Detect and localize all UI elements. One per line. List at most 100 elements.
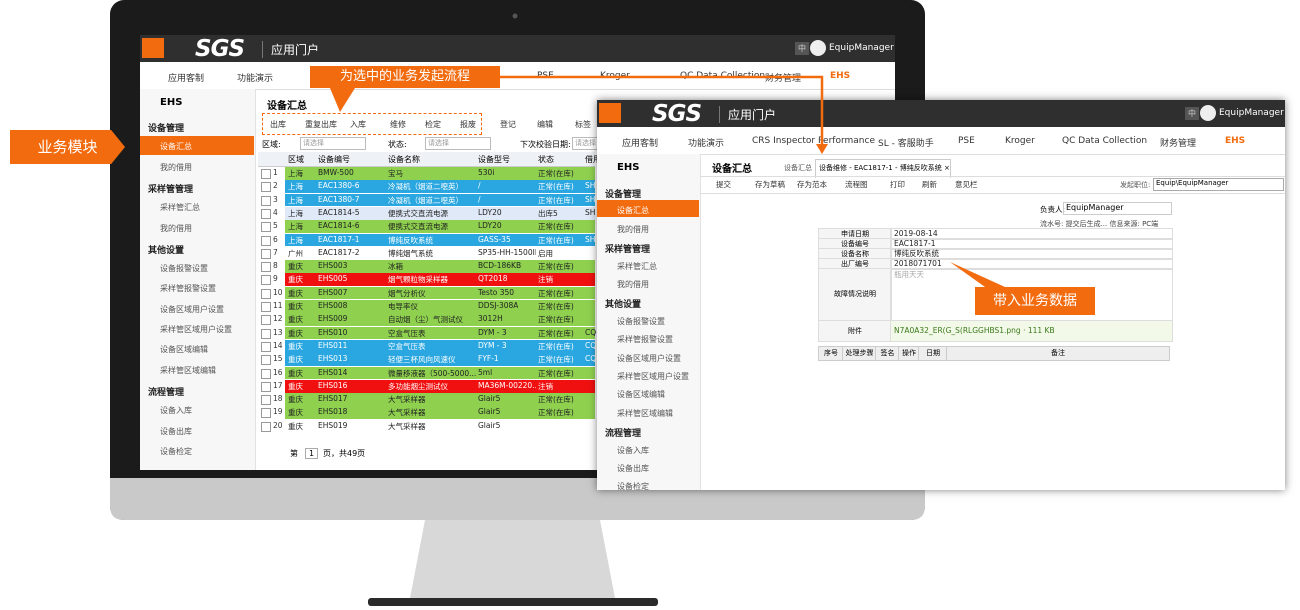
sidebar-item[interactable]: 采样管区域编辑 xyxy=(617,408,673,418)
column-header[interactable]: 设备型号 xyxy=(478,155,510,164)
row-checkbox[interactable] xyxy=(261,328,271,339)
page-tab[interactable]: 设备汇总 xyxy=(784,164,812,172)
toolbar-button[interactable]: 标签 xyxy=(575,120,591,129)
table-row[interactable] xyxy=(285,353,595,366)
table-row[interactable] xyxy=(285,300,595,313)
sidebar-item[interactable]: 设备报警设置 xyxy=(160,264,208,274)
sidebar-item[interactable]: 设备检定 xyxy=(160,446,192,456)
column-header[interactable]: 设备名称 xyxy=(388,155,420,164)
row-checkbox[interactable] xyxy=(261,408,271,419)
table-row[interactable] xyxy=(285,326,595,340)
app-tab[interactable]: 应用客制 xyxy=(168,74,205,84)
sidebar-item[interactable]: 设备汇总 xyxy=(160,142,192,152)
table-row[interactable] xyxy=(285,260,595,273)
app-tab[interactable]: EHS xyxy=(1225,136,1246,146)
app-tab[interactable]: EHS xyxy=(830,71,851,81)
app-tab[interactable]: 财务管理 xyxy=(1160,139,1197,149)
app-tab[interactable]: PSE xyxy=(958,136,975,146)
toolbar-button[interactable]: 维修 xyxy=(390,120,406,129)
row-checkbox[interactable] xyxy=(261,395,271,406)
table-row[interactable] xyxy=(285,406,595,420)
toolbar-button[interactable]: 提交 xyxy=(716,180,731,189)
column-header[interactable]: 设备编号 xyxy=(318,155,350,164)
toolbar-button[interactable]: 流程图 xyxy=(845,180,868,189)
row-checkbox[interactable] xyxy=(261,302,271,312)
table-row[interactable] xyxy=(285,286,595,300)
form-value[interactable]: N7A0A32_ER(G_S(RLGGHBS1.png · 111 KB xyxy=(890,320,1173,342)
table-row[interactable] xyxy=(285,379,595,393)
app-tab[interactable]: Kroger xyxy=(1005,136,1035,146)
sidebar-item[interactable]: 设备检定 xyxy=(617,482,649,492)
user-name[interactable]: EquipManager xyxy=(829,43,894,53)
row-checkbox[interactable] xyxy=(261,235,271,246)
row-checkbox[interactable] xyxy=(261,208,271,219)
toolbar-button[interactable]: 重复出库 xyxy=(305,120,337,129)
page-input[interactable]: 1 xyxy=(305,448,319,459)
sidebar-item[interactable]: 设备区域编辑 xyxy=(160,345,208,355)
row-checkbox[interactable] xyxy=(261,222,271,233)
owner-field[interactable]: EquipManager xyxy=(1063,202,1172,215)
sidebar-item[interactable]: 设备区域用户设置 xyxy=(617,353,681,363)
app-tab[interactable]: SL - 客服助手 xyxy=(878,139,934,149)
table-row[interactable] xyxy=(285,180,595,194)
row-checkbox[interactable] xyxy=(261,169,271,179)
row-checkbox[interactable] xyxy=(261,355,271,366)
toolbar-button[interactable]: 意见栏 xyxy=(955,180,978,189)
sidebar-item[interactable]: 我的借用 xyxy=(160,162,192,172)
menu-button[interactable] xyxy=(142,38,164,58)
form-value[interactable]: 博纯反吹系统 xyxy=(890,248,1173,260)
sidebar-item[interactable]: 设备区域编辑 xyxy=(617,390,665,400)
sidebar-item[interactable]: 设备出库 xyxy=(160,426,192,436)
sidebar-item[interactable]: 采样管汇总 xyxy=(160,203,200,213)
row-checkbox[interactable] xyxy=(261,275,271,286)
row-checkbox[interactable] xyxy=(261,421,271,432)
user-name[interactable]: EquipManager xyxy=(1219,108,1284,118)
sidebar-item[interactable]: 我的借用 xyxy=(160,223,192,233)
sidebar-item[interactable]: 我的借用 xyxy=(617,224,649,234)
app-tab[interactable]: QC Data Collection xyxy=(680,71,766,81)
sidebar-item[interactable]: 采样管区域编辑 xyxy=(160,365,216,375)
sidebar-group[interactable]: 设备管理 xyxy=(605,190,642,200)
app-tab[interactable]: Kroger xyxy=(600,71,630,81)
row-checkbox[interactable] xyxy=(261,182,271,193)
table-row[interactable] xyxy=(285,193,595,207)
toolbar-button[interactable]: 入库 xyxy=(350,120,366,129)
toolbar-button[interactable]: 刷新 xyxy=(922,180,937,189)
app-tab[interactable]: 应用客制 xyxy=(622,139,659,149)
filter-select[interactable]: 请选择 xyxy=(425,137,491,150)
column-header[interactable]: 状态 xyxy=(538,155,554,164)
toolbar-button[interactable]: 编辑 xyxy=(537,120,553,129)
sidebar-group[interactable]: 其他设置 xyxy=(148,245,185,256)
row-checkbox[interactable] xyxy=(261,262,271,273)
table-row[interactable] xyxy=(285,220,595,233)
app-tab[interactable]: CRS Inspector Performance xyxy=(752,136,875,146)
sidebar-item[interactable]: 设备区域用户设置 xyxy=(160,304,224,314)
sidebar-group[interactable]: 设备管理 xyxy=(148,124,185,134)
table-row[interactable] xyxy=(285,206,595,220)
sidebar-item[interactable]: 采样管区域用户设置 xyxy=(160,325,232,334)
table-row[interactable] xyxy=(285,246,595,260)
app-tab[interactable]: 功能演示 xyxy=(688,139,725,149)
row-checkbox[interactable] xyxy=(261,288,271,299)
row-checkbox[interactable] xyxy=(261,248,271,259)
sidebar-item[interactable]: 设备汇总 xyxy=(617,206,649,216)
position-select[interactable]: Equip\EquipManager xyxy=(1153,178,1284,191)
app-tab[interactable]: 财务管理 xyxy=(765,74,802,84)
sidebar-group[interactable]: 采样管管理 xyxy=(148,184,194,195)
sidebar-group[interactable]: 采样管管理 xyxy=(605,245,651,256)
table-row[interactable] xyxy=(285,313,595,327)
toolbar-button[interactable]: 存为范本 xyxy=(797,180,827,189)
toolbar-button[interactable]: 登记 xyxy=(500,120,516,129)
sidebar-item[interactable]: 设备报警设置 xyxy=(617,316,665,326)
sidebar-group[interactable]: 其他设置 xyxy=(605,300,642,311)
column-header[interactable]: 借用 xyxy=(585,155,601,164)
sidebar-item[interactable]: 设备入库 xyxy=(160,406,192,416)
sidebar-item[interactable]: 采样管区域用户设置 xyxy=(617,372,689,381)
table-row[interactable] xyxy=(285,393,595,406)
toolbar-button[interactable]: 检定 xyxy=(425,120,441,129)
form-value[interactable]: 2019-08-14 xyxy=(890,228,1173,240)
table-row[interactable] xyxy=(285,273,595,287)
lang-button[interactable]: 中 xyxy=(795,42,809,55)
toolbar-button[interactable]: 存为草稿 xyxy=(755,180,785,189)
table-row[interactable] xyxy=(285,366,595,380)
